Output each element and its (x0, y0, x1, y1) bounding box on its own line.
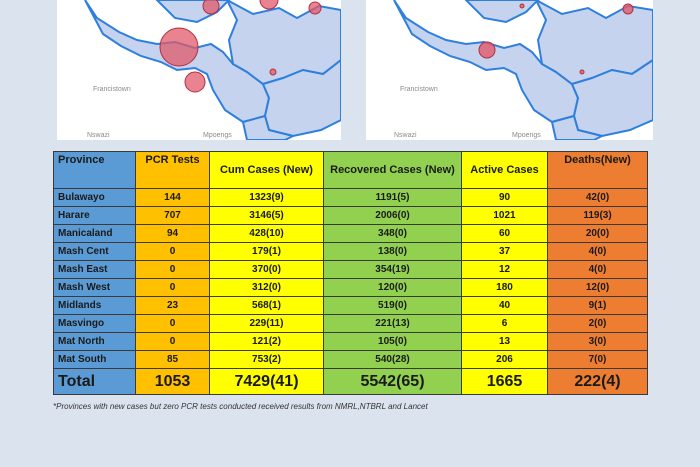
cell-deaths: 4(0) (547, 260, 648, 279)
cell-active-cases: 6 (461, 314, 548, 333)
table-row: Mash West 0 312(0) 120(0) 180 12(0) (53, 278, 648, 297)
map-place-label: Nswazi (394, 132, 417, 139)
map-place-label: Nswazi (87, 132, 110, 139)
cell-deaths: 42(0) (547, 188, 648, 207)
cell-deaths: 9(1) (547, 296, 648, 315)
cell-pcr-tests: 94 (135, 224, 210, 243)
table-header-row: Province PCR Tests Cum Cases (New) Recov… (53, 151, 648, 189)
cell-cum-cases: 1323(9) (209, 188, 324, 207)
table-row: Midlands 23 568(1) 519(0) 40 9(1) (53, 296, 648, 315)
total-cum-cases: 7429(41) (209, 368, 324, 395)
total-pcr-tests: 1053 (135, 368, 210, 395)
cell-active-cases: 1021 (461, 206, 548, 225)
cell-cum-cases: 229(11) (209, 314, 324, 333)
column-header-province: Province (53, 151, 136, 189)
cell-cum-cases: 568(1) (209, 296, 324, 315)
cell-recovered-cases: 2006(0) (323, 206, 462, 225)
cell-pcr-tests: 0 (135, 332, 210, 351)
map-place-label: Francistown (400, 86, 438, 93)
cell-active-cases: 12 (461, 260, 548, 279)
cell-active-cases: 180 (461, 278, 548, 297)
map-graphic (84, 0, 341, 140)
map-graphic (393, 0, 653, 140)
table-row: Mat North 0 121(2) 105(0) 13 3(0) (53, 332, 648, 351)
cell-active-cases: 40 (461, 296, 548, 315)
cell-recovered-cases: 519(0) (323, 296, 462, 315)
cell-active-cases: 90 (461, 188, 548, 207)
cell-deaths: 12(0) (547, 278, 648, 297)
cell-pcr-tests: 0 (135, 260, 210, 279)
cell-pcr-tests: 0 (135, 314, 210, 333)
cell-pcr-tests: 85 (135, 350, 210, 369)
cell-province: Manicaland (53, 224, 136, 243)
cell-province: Mash Cent (53, 242, 136, 261)
cell-province: Harare (53, 206, 136, 225)
cumulative-cases-map: Francistown Nswazi Mpoengs (57, 0, 341, 140)
column-header-cum-cases: Cum Cases (New) (209, 151, 324, 189)
cell-cum-cases: 179(1) (209, 242, 324, 261)
cell-province: Mash West (53, 278, 136, 297)
cell-active-cases: 13 (461, 332, 548, 351)
column-header-recovered-cases: Recovered Cases (New) (323, 151, 462, 189)
cell-cum-cases: 428(10) (209, 224, 324, 243)
cell-recovered-cases: 354(19) (323, 260, 462, 279)
table-row: Mash Cent 0 179(1) 138(0) 37 4(0) (53, 242, 648, 261)
cell-province: Masvingo (53, 314, 136, 333)
cell-active-cases: 206 (461, 350, 548, 369)
map-place-label: Mpoengs (203, 132, 232, 139)
cell-recovered-cases: 221(13) (323, 314, 462, 333)
table-row: Bulawayo 144 1323(9) 1191(5) 90 42(0) (53, 188, 648, 207)
active-cases-map: Francistown Nswazi Mpoengs (366, 0, 653, 140)
cell-recovered-cases: 138(0) (323, 242, 462, 261)
cell-deaths: 2(0) (547, 314, 648, 333)
cell-province: Mat South (53, 350, 136, 369)
total-deaths: 222(4) (547, 368, 648, 395)
footnote: *Provinces with new cases but zero PCR t… (53, 402, 428, 411)
cell-recovered-cases: 120(0) (323, 278, 462, 297)
cell-cum-cases: 753(2) (209, 350, 324, 369)
cell-province: Mash East (53, 260, 136, 279)
column-header-pcr-tests: PCR Tests (135, 151, 210, 189)
cell-recovered-cases: 348(0) (323, 224, 462, 243)
cell-cum-cases: 312(0) (209, 278, 324, 297)
cell-cum-cases: 370(0) (209, 260, 324, 279)
cell-recovered-cases: 1191(5) (323, 188, 462, 207)
total-province: Total (53, 368, 136, 395)
cell-deaths: 3(0) (547, 332, 648, 351)
cell-pcr-tests: 707 (135, 206, 210, 225)
cell-pcr-tests: 23 (135, 296, 210, 315)
cell-cum-cases: 121(2) (209, 332, 324, 351)
cell-active-cases: 37 (461, 242, 548, 261)
covid-statistics-table: Province PCR Tests Cum Cases (New) Recov… (53, 151, 648, 395)
table-total-row: Total 1053 7429(41) 5542(65) 1665 222(4) (53, 368, 648, 395)
cell-deaths: 119(3) (547, 206, 648, 225)
total-recovered-cases: 5542(65) (323, 368, 462, 395)
cell-recovered-cases: 105(0) (323, 332, 462, 351)
cell-deaths: 7(0) (547, 350, 648, 369)
column-header-active-cases: Active Cases (461, 151, 548, 189)
cell-recovered-cases: 540(28) (323, 350, 462, 369)
cell-pcr-tests: 0 (135, 242, 210, 261)
cell-province: Midlands (53, 296, 136, 315)
cell-province: Mat North (53, 332, 136, 351)
map-place-label: Mpoengs (512, 132, 541, 139)
table-row: Manicaland 94 428(10) 348(0) 60 20(0) (53, 224, 648, 243)
cell-active-cases: 60 (461, 224, 548, 243)
map-place-label: Francistown (93, 86, 131, 93)
table-row: Mash East 0 370(0) 354(19) 12 4(0) (53, 260, 648, 279)
table-row: Mat South 85 753(2) 540(28) 206 7(0) (53, 350, 648, 369)
cell-deaths: 4(0) (547, 242, 648, 261)
cell-pcr-tests: 0 (135, 278, 210, 297)
cell-cum-cases: 3146(5) (209, 206, 324, 225)
cell-deaths: 20(0) (547, 224, 648, 243)
cell-province: Bulawayo (53, 188, 136, 207)
total-active-cases: 1665 (461, 368, 548, 395)
table-row: Masvingo 0 229(11) 221(13) 6 2(0) (53, 314, 648, 333)
column-header-deaths: Deaths(New) (547, 151, 648, 189)
table-row: Harare 707 3146(5) 2006(0) 1021 119(3) (53, 206, 648, 225)
cell-pcr-tests: 144 (135, 188, 210, 207)
